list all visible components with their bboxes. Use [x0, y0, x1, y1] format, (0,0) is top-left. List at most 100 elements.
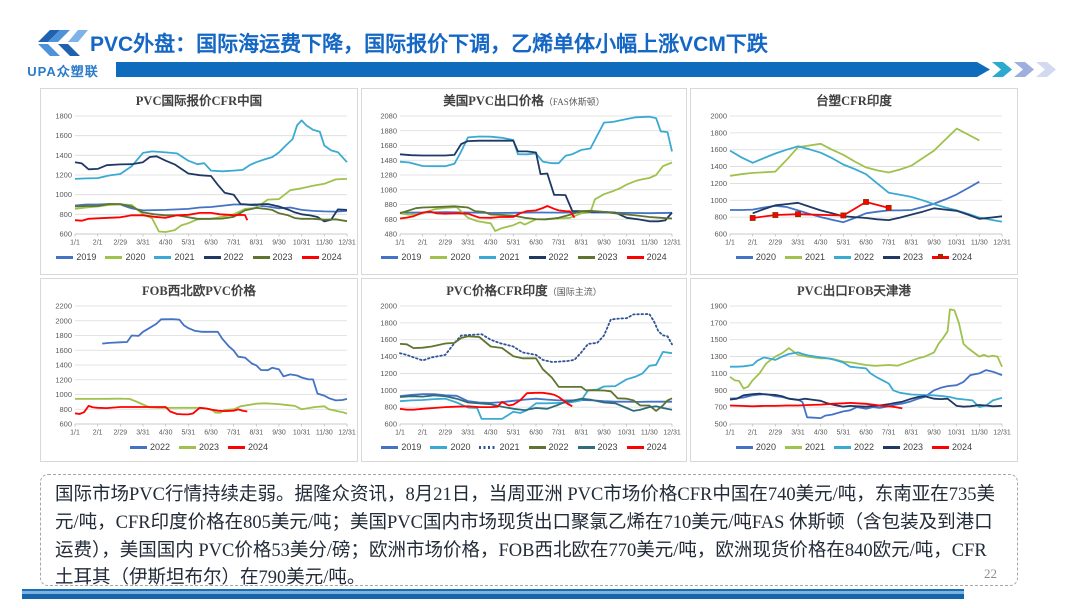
svg-text:5/31: 5/31 [507, 430, 521, 437]
legend-item: 2022 [528, 442, 569, 452]
svg-text:500: 500 [714, 420, 727, 429]
legend-label: 2022 [223, 252, 244, 262]
chart-subtitle-text: （国际主流） [547, 287, 602, 297]
chart-card-cfr-china: PVC国际报价CFR中国 600 800 1000 1200 1400 1600 1800 1… [40, 88, 358, 275]
chart-title: 台塑CFR印度 [691, 92, 1017, 111]
svg-text:5/31: 5/31 [507, 240, 521, 247]
svg-text:600: 600 [384, 420, 397, 429]
legend-label: 2020 [125, 252, 146, 262]
svg-text:6/30: 6/30 [204, 240, 218, 247]
chart-legend: 2019 2020 2021 2022 2023 2024 [362, 247, 686, 267]
chevron-arrow-icon [1014, 62, 1034, 77]
legend-label: 2024 [952, 442, 973, 452]
legend-label: 2021 [804, 442, 825, 452]
legend-swatch-icon [381, 445, 399, 449]
legend-swatch-icon [430, 255, 448, 259]
svg-text:7/31: 7/31 [882, 240, 896, 247]
svg-text:800: 800 [59, 405, 72, 414]
svg-text:4/30: 4/30 [484, 240, 498, 247]
chart-title-text: 台塑CFR印度 [816, 94, 892, 108]
line-chart-plot: 600 800 1000 1200 1400 1600 1800 2000 1/1 2/1 2/29… [380, 302, 681, 437]
legend-label: 2019 [401, 442, 422, 452]
legend-label: 2023 [597, 442, 618, 452]
svg-text:6/30: 6/30 [529, 240, 543, 247]
legend-item: 2020 [430, 252, 470, 262]
svg-text:11/30: 11/30 [971, 240, 988, 247]
chart-title: 美国PVC出口价格（FAS休斯顿） [362, 92, 686, 111]
svg-text:1/1: 1/1 [395, 240, 405, 247]
legend-item: 2024 [626, 252, 667, 262]
svg-text:1700: 1700 [710, 318, 727, 327]
svg-text:1/1: 1/1 [70, 430, 80, 437]
svg-text:3/31: 3/31 [791, 240, 805, 247]
legend-label: 2023 [903, 442, 924, 452]
svg-text:2/1: 2/1 [418, 430, 428, 437]
legend-label: 2021 [499, 252, 520, 262]
chart-card-formosa-cfr-india: 台塑CFR印度 600 800 1000 1200 1400 1600 1800 2000 1/… [690, 88, 1018, 275]
svg-text:3/31: 3/31 [791, 430, 805, 437]
chart-title: PVC国际报价CFR中国 [41, 92, 357, 111]
svg-text:700: 700 [714, 403, 727, 412]
page-number: 22 [984, 565, 997, 581]
svg-text:2/1: 2/1 [93, 430, 103, 437]
legend-swatch-icon [528, 445, 546, 449]
svg-text:2000: 2000 [55, 316, 72, 325]
legend-item: 2024 [932, 442, 972, 452]
legend-item: 2019 [381, 252, 421, 262]
charts-grid: PVC国际报价CFR中国 600 800 1000 1200 1400 1600 1800 1… [40, 88, 1018, 462]
chart-legend: 2019 2020 2021 2022 2023 2024 [41, 247, 357, 267]
svg-text:3/31: 3/31 [136, 240, 150, 247]
svg-text:3/31: 3/31 [136, 430, 150, 437]
chart-title-text: FOB西北欧PVC价格 [142, 284, 256, 298]
legend-label: 2021 [499, 442, 520, 452]
legend-label: 2021 [174, 252, 195, 262]
legend-item: 2023 [883, 252, 923, 262]
svg-text:2000: 2000 [380, 302, 397, 311]
svg-text:1680: 1680 [380, 141, 397, 150]
svg-text:1/1: 1/1 [725, 240, 735, 247]
svg-text:600: 600 [714, 230, 727, 239]
svg-text:2/29: 2/29 [769, 430, 783, 437]
svg-text:1200: 1200 [710, 179, 727, 188]
chart-title: PVC出口FOB天津港 [691, 282, 1017, 301]
chart-title: FOB西北欧PVC价格 [41, 282, 357, 301]
legend-label: 2024 [321, 252, 342, 262]
legend-item: 2023 [577, 252, 618, 262]
market-commentary-text: 国际市场PVC行情持续走弱。据隆众资讯，8月21日，当周亚洲 PVC市场价格CF… [55, 485, 995, 589]
legend-item: 2023 [252, 252, 293, 262]
bottom-divider-bar [22, 589, 964, 599]
svg-text:1280: 1280 [380, 171, 397, 180]
svg-text:4/30: 4/30 [814, 430, 828, 437]
legend-swatch-icon [105, 255, 123, 259]
svg-text:1000: 1000 [710, 196, 727, 205]
chart-legend: 2020 2021 2022 2023 2024 [691, 247, 1017, 267]
line-chart-plot: 600 800 1000 1200 1400 1600 1800 2000 1/1 2/1 2/29… [710, 112, 1011, 247]
legend-swatch-icon [479, 255, 497, 259]
legend-swatch-icon [228, 445, 246, 449]
svg-text:10/31: 10/31 [948, 240, 966, 247]
legend-item: 2023 [883, 442, 923, 452]
legend-label: 2024 [646, 442, 667, 452]
svg-text:3/31: 3/31 [461, 430, 475, 437]
svg-text:1600: 1600 [380, 335, 397, 344]
legend-label: 2019 [76, 252, 97, 262]
legend-item: 2024 [301, 252, 342, 262]
svg-text:7/31: 7/31 [882, 430, 896, 437]
svg-text:1500: 1500 [710, 335, 727, 344]
svg-text:7/31: 7/31 [227, 430, 241, 437]
legend-item: 2022 [833, 442, 874, 452]
chart-legend: 2022 2023 2024 [41, 437, 357, 457]
svg-text:1800: 1800 [380, 318, 397, 327]
legend-label: 2022 [548, 442, 569, 452]
svg-text:1880: 1880 [380, 126, 397, 135]
svg-text:8/31: 8/31 [250, 430, 264, 437]
chart-card-us-export: 美国PVC出口价格（FAS休斯顿） 480 680 880 1080 1280 1480 1… [361, 88, 687, 275]
legend-item: 2020 [430, 442, 470, 452]
legend-item: 2021 [784, 252, 825, 262]
svg-text:11/30: 11/30 [316, 430, 333, 437]
svg-text:680: 680 [384, 215, 397, 224]
svg-text:6/30: 6/30 [859, 430, 873, 437]
svg-text:1/1: 1/1 [725, 430, 735, 437]
svg-text:11/30: 11/30 [641, 240, 658, 247]
svg-text:5/31: 5/31 [182, 240, 196, 247]
